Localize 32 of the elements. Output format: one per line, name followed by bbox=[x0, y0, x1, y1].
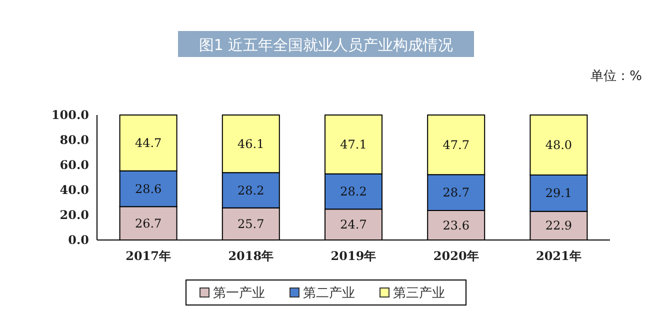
data-label: 44.7 bbox=[134, 136, 162, 150]
x-tick-label: 2021年 bbox=[536, 249, 582, 263]
data-label: 47.1 bbox=[340, 137, 367, 152]
y-tick-label: 80.0 bbox=[60, 133, 89, 147]
y-tick-label: 0.0 bbox=[68, 233, 89, 247]
data-label: 28.2 bbox=[340, 184, 367, 198]
chart-title: 图1 近五年全国就业人员产业构成情况 bbox=[198, 36, 454, 54]
legend-label: 第三产业 bbox=[393, 286, 445, 301]
y-tick-label: 40.0 bbox=[60, 183, 89, 197]
x-tick-label: 2020年 bbox=[433, 249, 479, 263]
data-label: 25.7 bbox=[238, 216, 264, 231]
x-tick-label: 2019年 bbox=[330, 249, 376, 263]
y-tick-label: 20.0 bbox=[60, 208, 89, 222]
data-label: 47.7 bbox=[442, 138, 470, 152]
y-tick-label: 60.0 bbox=[60, 158, 89, 172]
data-label: 28.6 bbox=[134, 182, 162, 196]
data-label: 23.6 bbox=[442, 218, 470, 232]
x-tick-label: 2017年 bbox=[126, 249, 172, 263]
data-label: 28.2 bbox=[238, 183, 264, 198]
title: 图1 近五年全国就业人员产业构成情况 bbox=[178, 31, 474, 57]
data-label: 24.7 bbox=[340, 218, 367, 232]
data-label: 46.1 bbox=[238, 136, 264, 151]
text: 单位：% bbox=[590, 69, 642, 84]
data-label: 28.7 bbox=[442, 186, 470, 200]
legend-label: 第一产业 bbox=[213, 286, 265, 301]
data-label: 48.0 bbox=[545, 138, 572, 152]
x-tick-label: 2018年 bbox=[228, 249, 274, 263]
data-label: 29.1 bbox=[545, 186, 572, 200]
data-label: 26.7 bbox=[134, 216, 162, 230]
y-tick-label: 100.0 bbox=[51, 108, 89, 122]
data-label: 22.9 bbox=[545, 218, 572, 233]
legend-label: 第二产业 bbox=[303, 286, 355, 301]
